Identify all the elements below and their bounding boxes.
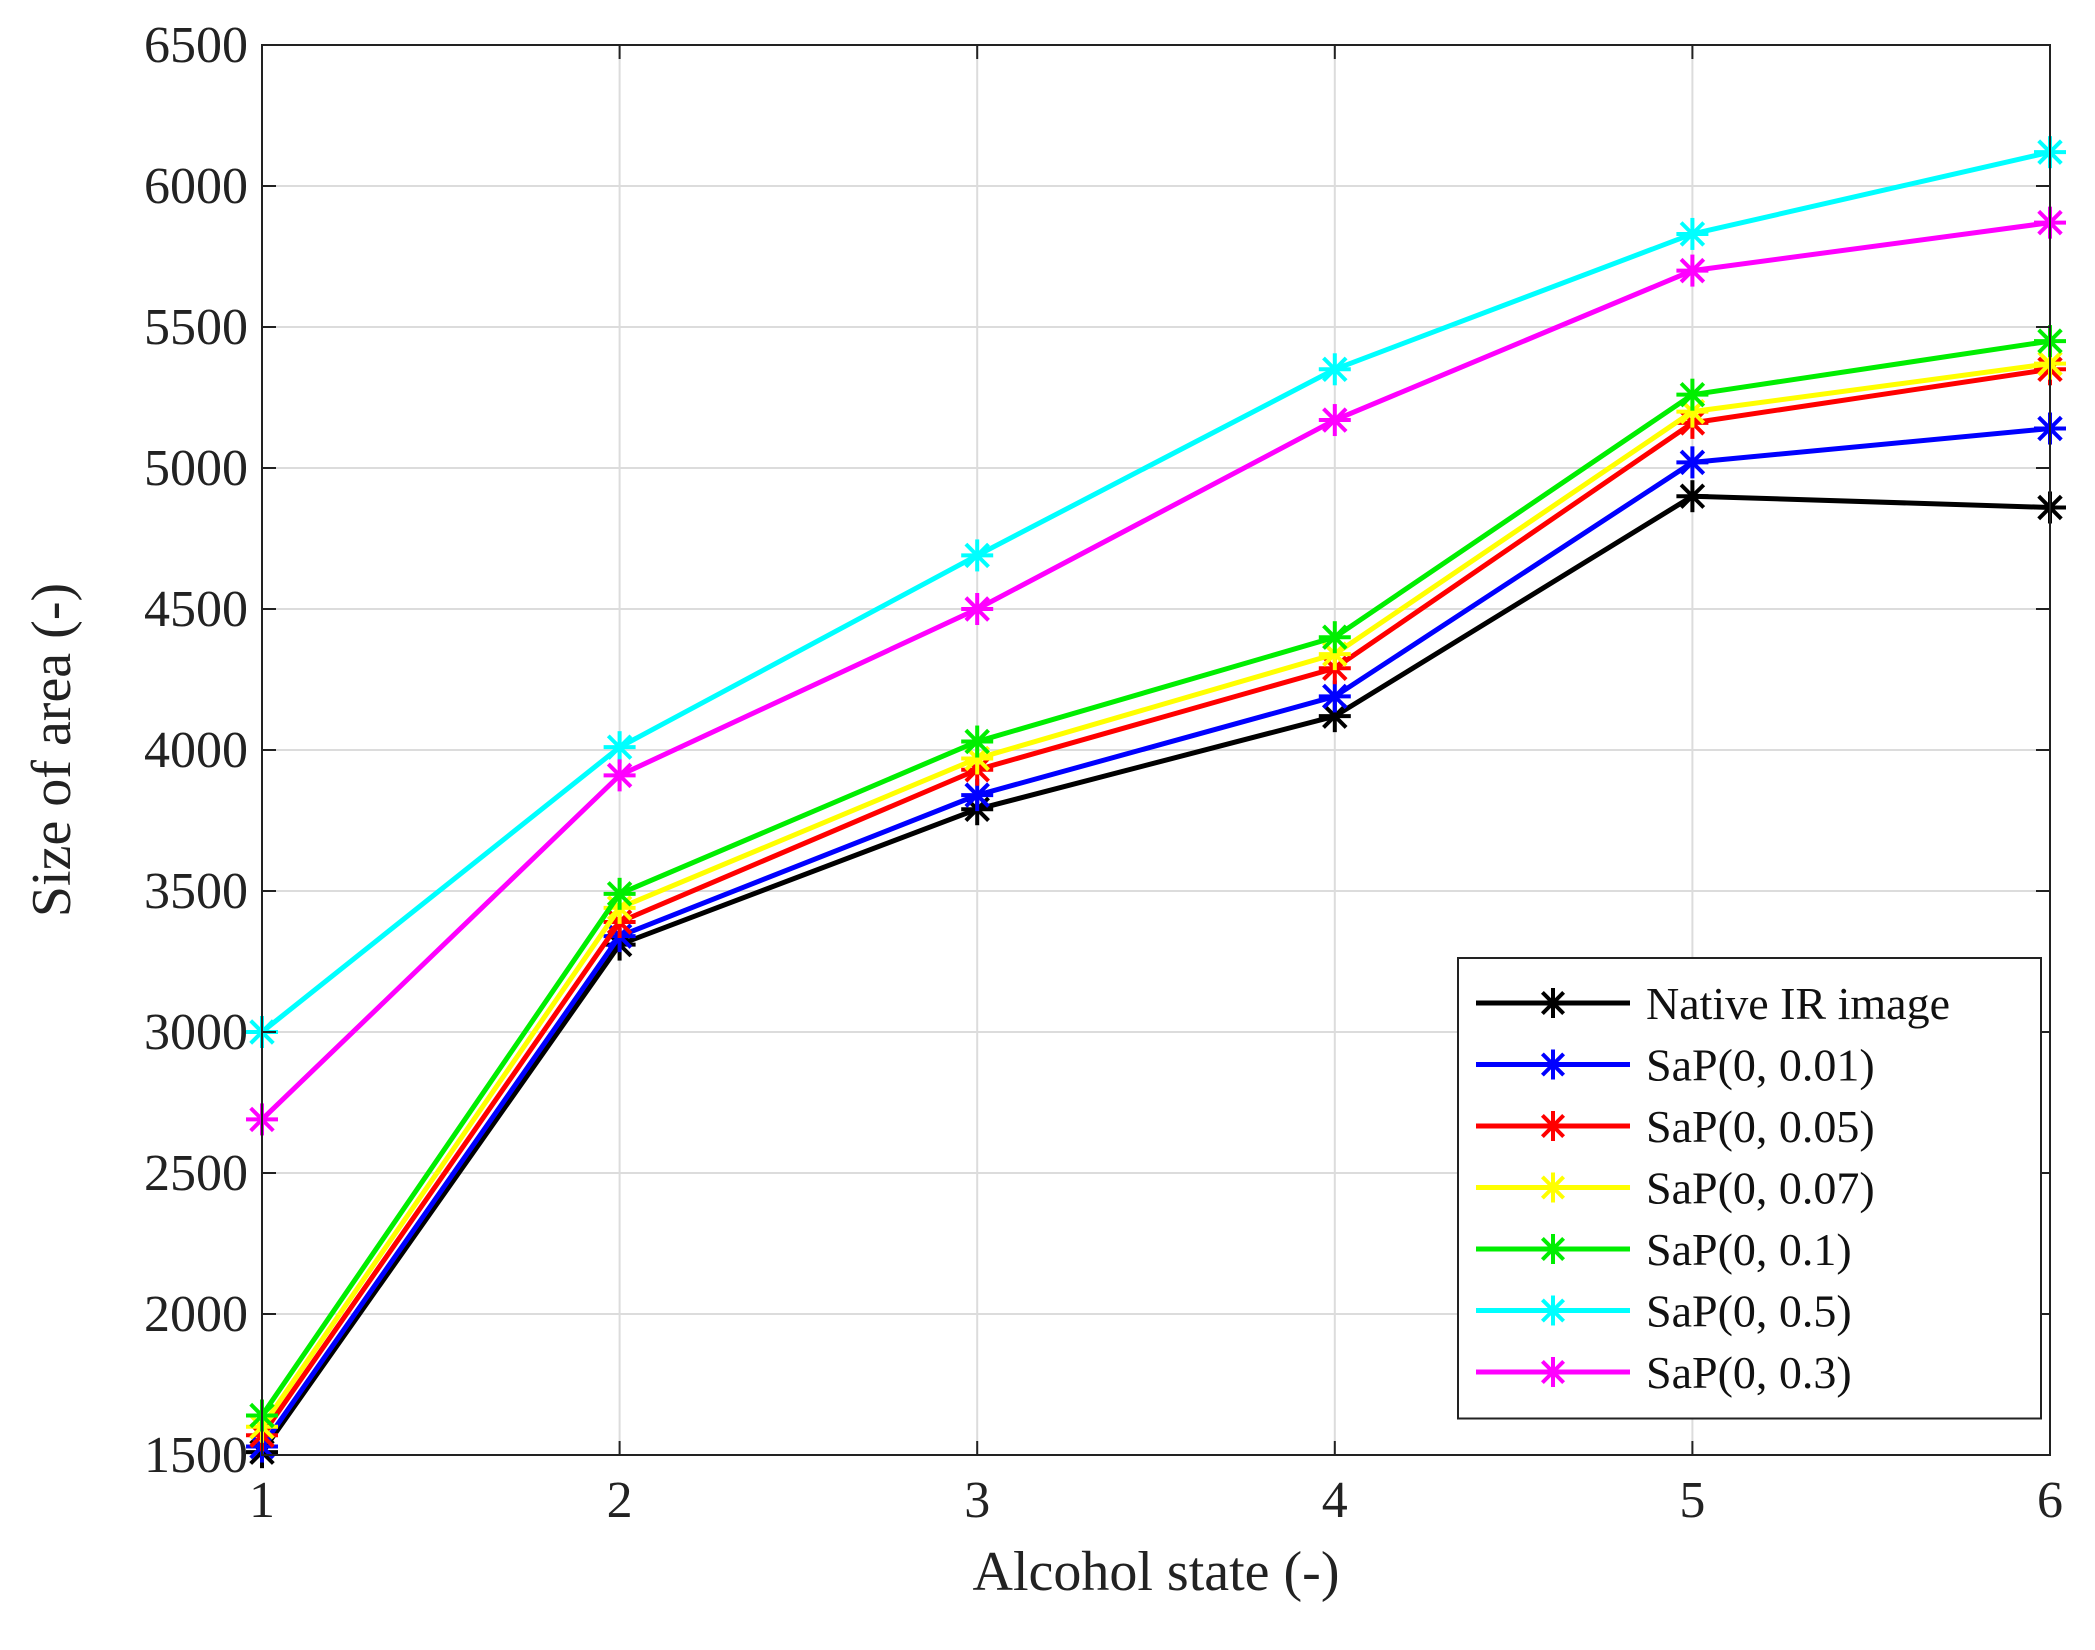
legend-marker xyxy=(1538,1234,1568,1264)
data-point xyxy=(1318,404,1351,437)
series-line xyxy=(259,338,2051,1417)
y-tick-label: 4500 xyxy=(144,581,248,638)
data-point xyxy=(603,877,636,910)
y-tick-label: 2000 xyxy=(144,1286,248,1343)
data-point xyxy=(1676,378,1709,411)
y-tick-label: 5000 xyxy=(144,440,248,497)
legend-label: SaP(0, 0.1) xyxy=(1646,1224,1852,1275)
legend-label: SaP(0, 0.05) xyxy=(1646,1101,1875,1152)
y-tick-label: 3500 xyxy=(144,863,248,920)
legend-marker xyxy=(1538,988,1568,1018)
legend-label: SaP(0, 0.3) xyxy=(1646,1347,1852,1398)
legend-item: SaP(0, 0.1) xyxy=(1476,1224,1852,1275)
series-line xyxy=(259,493,2051,1454)
series-line xyxy=(259,426,2051,1448)
legend-item: Native IR image xyxy=(1476,978,1950,1029)
series-6 xyxy=(246,206,2066,1136)
x-axis-ticks: 1 2 3 4 5 6 xyxy=(249,45,2063,1529)
data-point xyxy=(603,759,636,792)
y-axis-label: Size of area (-) xyxy=(21,583,83,917)
legend-label: SaP(0, 0.5) xyxy=(1646,1286,1852,1337)
series-line xyxy=(260,149,2051,1034)
x-tick-label: 2 xyxy=(607,1472,633,1529)
y-tick-label: 1500 xyxy=(144,1427,248,1484)
legend-marker xyxy=(1538,1357,1568,1387)
series-line xyxy=(259,366,2051,1437)
data-point xyxy=(1318,621,1351,654)
legend-marker xyxy=(1538,1172,1568,1203)
legend-marker xyxy=(1538,1111,1568,1141)
y-tick-label: 6500 xyxy=(144,17,248,74)
data-point xyxy=(961,725,994,758)
series-layer xyxy=(246,136,2066,1469)
y-tick-label: 5500 xyxy=(144,299,248,356)
data-point xyxy=(1676,446,1709,479)
x-tick-label: 1 xyxy=(249,1472,275,1529)
legend-marker xyxy=(1538,1049,1568,1080)
series-line xyxy=(259,361,2051,1429)
data-point xyxy=(1318,353,1351,386)
y-tick-label: 4000 xyxy=(144,722,248,779)
data-point xyxy=(1676,480,1709,513)
legend: Native IR image SaP(0, 0.01) SaP(0, 0.05) S… xyxy=(1457,957,2042,1420)
y-tick-label: 2500 xyxy=(144,1145,248,1202)
legend-label: SaP(0, 0.01) xyxy=(1646,1040,1875,1091)
x-axis-label: Alcohol state (-) xyxy=(973,1541,1340,1603)
legend-label: Native IR image xyxy=(1646,978,1950,1029)
y-axis-ticks: 1500 2000 2500 3000 3500 4000 4500 5000 5500 6000… xyxy=(144,17,2050,1484)
legend-item: SaP(0, 0.3) xyxy=(1476,1347,1852,1398)
data-point xyxy=(1676,254,1709,287)
legend-item: SaP(0, 0.5) xyxy=(1476,1286,1852,1337)
x-tick-label: 6 xyxy=(2037,1472,2063,1529)
x-tick-label: 4 xyxy=(1322,1472,1348,1529)
series-line xyxy=(260,220,2051,1122)
y-tick-label: 6000 xyxy=(144,158,248,215)
x-tick-label: 5 xyxy=(1679,1472,1705,1529)
data-point xyxy=(1676,217,1709,250)
data-point xyxy=(603,731,636,764)
legend-item: SaP(0, 0.05) xyxy=(1476,1101,1875,1152)
legend-marker xyxy=(1538,1295,1568,1326)
data-point xyxy=(961,539,994,572)
data-point xyxy=(961,593,994,625)
data-point xyxy=(1318,680,1351,713)
series-5 xyxy=(246,136,2066,1048)
y-tick-label: 3000 xyxy=(144,1004,248,1061)
legend-item: SaP(0, 0.01) xyxy=(1476,1040,1875,1091)
legend-label: SaP(0, 0.07) xyxy=(1646,1163,1875,1214)
x-tick-label: 3 xyxy=(964,1472,990,1529)
legend-item: SaP(0, 0.07) xyxy=(1476,1163,1875,1214)
